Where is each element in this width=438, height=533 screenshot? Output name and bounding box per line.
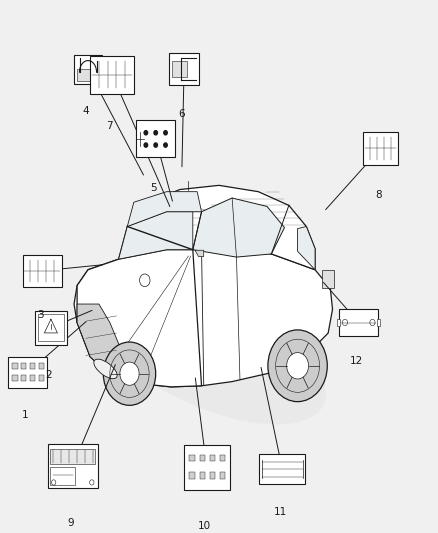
Bar: [200, 472, 205, 479]
Bar: [377, 319, 380, 327]
Bar: [363, 132, 398, 165]
Bar: [210, 472, 215, 479]
Polygon shape: [127, 192, 201, 227]
Bar: [172, 61, 187, 77]
Bar: [39, 363, 44, 369]
Circle shape: [154, 131, 157, 135]
Circle shape: [144, 131, 148, 135]
Polygon shape: [119, 185, 315, 270]
Text: 9: 9: [67, 518, 74, 528]
Bar: [339, 309, 378, 336]
Polygon shape: [193, 198, 285, 257]
Text: 4: 4: [82, 106, 89, 116]
Ellipse shape: [86, 273, 326, 424]
Circle shape: [268, 330, 327, 402]
Polygon shape: [74, 246, 332, 387]
Circle shape: [164, 143, 167, 147]
Polygon shape: [119, 212, 193, 259]
Bar: [74, 55, 102, 84]
Text: 12: 12: [350, 356, 363, 366]
Text: 8: 8: [375, 190, 381, 200]
Bar: [200, 455, 205, 461]
Bar: [21, 375, 26, 381]
Bar: [48, 445, 98, 488]
Text: 1: 1: [22, 410, 29, 420]
Text: 7: 7: [106, 121, 113, 131]
Ellipse shape: [94, 359, 117, 378]
Bar: [189, 472, 194, 479]
Text: 3: 3: [37, 310, 43, 320]
Bar: [21, 363, 26, 369]
Bar: [220, 455, 225, 461]
Bar: [12, 363, 18, 369]
Bar: [30, 375, 35, 381]
Bar: [210, 455, 215, 461]
Bar: [321, 270, 334, 288]
Bar: [90, 55, 134, 94]
Polygon shape: [297, 227, 315, 270]
Polygon shape: [77, 249, 201, 387]
Bar: [39, 375, 44, 381]
Circle shape: [140, 274, 150, 287]
Bar: [337, 319, 340, 327]
Bar: [8, 357, 47, 388]
Bar: [189, 455, 194, 461]
Bar: [38, 314, 64, 342]
Bar: [30, 363, 35, 369]
Polygon shape: [77, 304, 123, 373]
Bar: [77, 69, 99, 81]
Text: 2: 2: [46, 370, 52, 380]
Circle shape: [164, 131, 167, 135]
Bar: [169, 53, 199, 85]
Bar: [12, 375, 18, 381]
Bar: [259, 454, 305, 484]
Circle shape: [154, 143, 157, 147]
Bar: [22, 255, 62, 287]
Bar: [220, 472, 225, 479]
Bar: [50, 467, 75, 486]
Circle shape: [287, 352, 308, 379]
Polygon shape: [195, 250, 204, 256]
Text: 5: 5: [150, 183, 157, 193]
Bar: [50, 449, 95, 464]
Circle shape: [144, 143, 148, 147]
Bar: [35, 311, 67, 345]
Text: 11: 11: [273, 507, 287, 516]
Bar: [136, 120, 175, 157]
Text: 10: 10: [198, 521, 211, 531]
Text: 6: 6: [179, 109, 185, 119]
Circle shape: [120, 362, 139, 385]
Circle shape: [103, 342, 155, 405]
Bar: [184, 445, 230, 490]
